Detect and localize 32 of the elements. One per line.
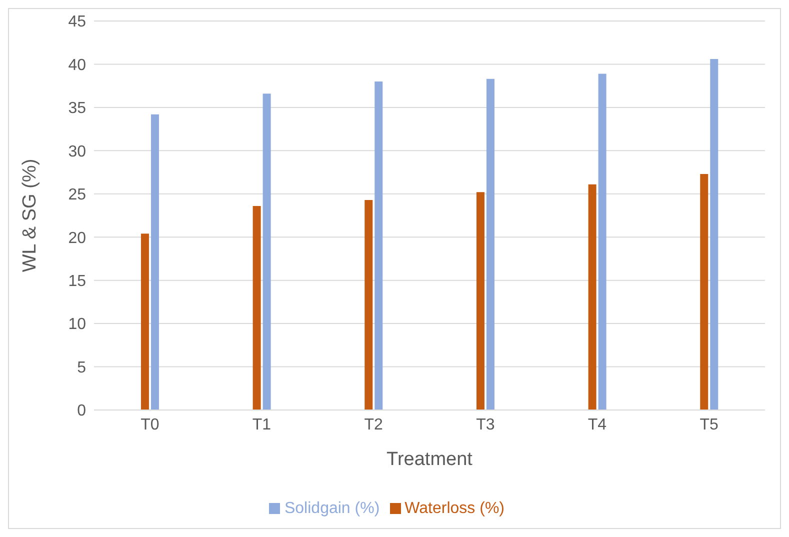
bar xyxy=(140,234,149,410)
bar xyxy=(262,94,271,410)
y-tick-label: 20 xyxy=(68,230,86,247)
x-tick-label: T5 xyxy=(700,416,719,434)
bar xyxy=(486,78,494,410)
x-tick-label: T2 xyxy=(364,416,384,434)
y-tick-label: 45 xyxy=(68,14,86,31)
bar xyxy=(598,74,606,410)
bar xyxy=(588,184,596,410)
y-tick-label: 10 xyxy=(68,316,86,334)
y-tick-label: 5 xyxy=(77,359,86,376)
y-tick-label: 35 xyxy=(68,100,86,118)
x-tick-label: T1 xyxy=(252,416,272,434)
x-axis-title: Treatment xyxy=(386,449,474,470)
y-tick-label: 30 xyxy=(68,143,86,160)
y-tick-label: 40 xyxy=(68,56,86,74)
y-tick-label: 25 xyxy=(68,186,86,204)
bar xyxy=(374,82,383,410)
bar xyxy=(710,59,718,410)
legend-label: Solidgain (%) xyxy=(284,500,380,517)
x-tick-label: T3 xyxy=(476,416,495,434)
y-tick-label: 15 xyxy=(68,273,86,290)
y-axis-title: WL & SG (%) xyxy=(20,158,41,272)
x-tick-label: T0 xyxy=(140,416,160,434)
legend-label: Waterloss (%) xyxy=(404,500,504,517)
y-tick-label: 0 xyxy=(77,402,86,420)
bar xyxy=(364,200,373,410)
bar xyxy=(476,192,484,410)
bar xyxy=(700,174,708,410)
bar xyxy=(150,114,159,410)
x-tick-label: T4 xyxy=(588,416,607,434)
bar xyxy=(252,206,261,410)
